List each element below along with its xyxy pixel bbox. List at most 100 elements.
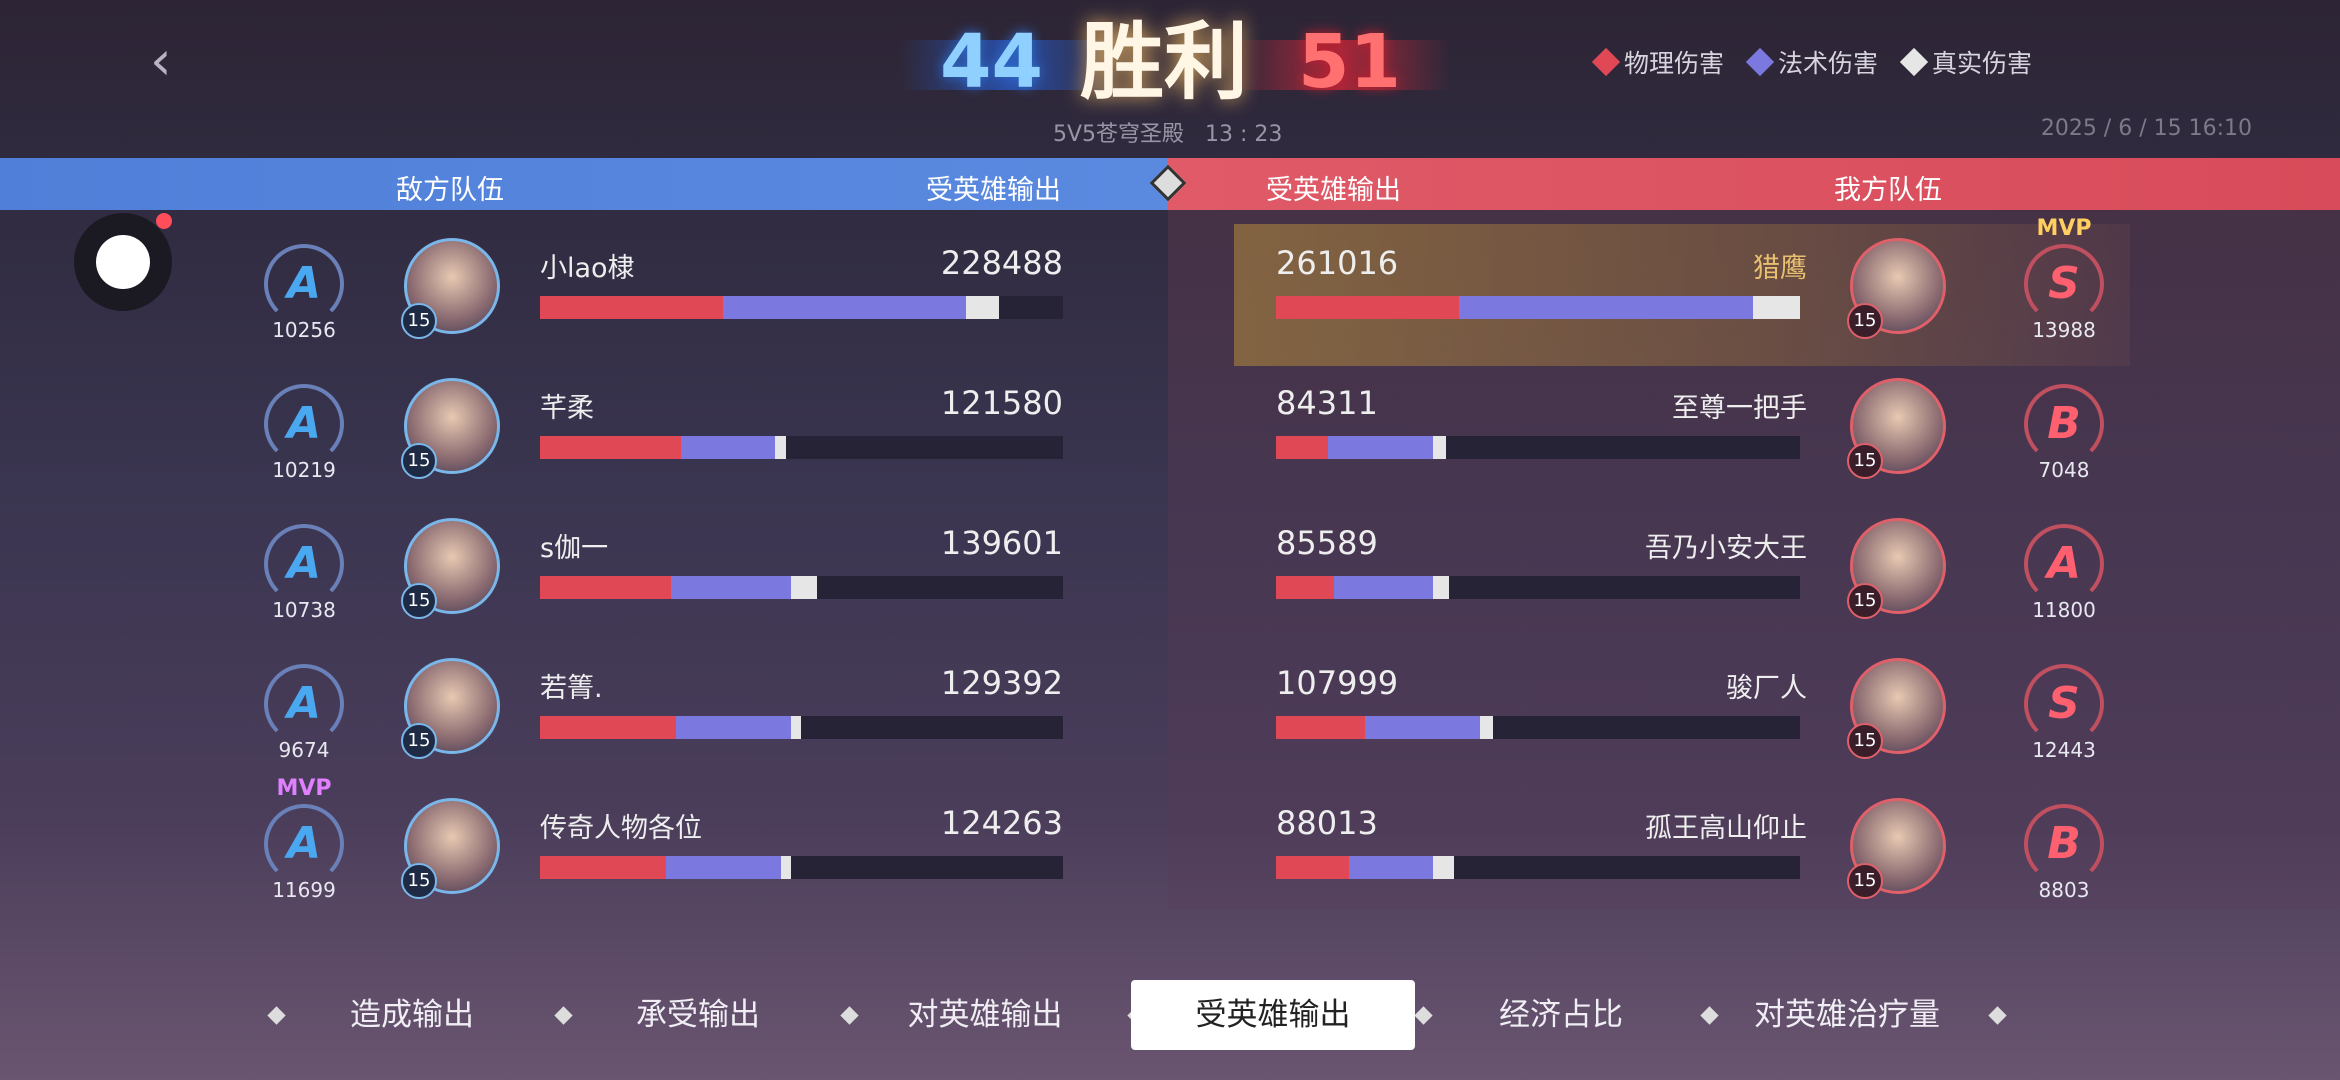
rating-badge: B 8803 — [2024, 804, 2104, 914]
true-damage-segment — [1433, 856, 1455, 879]
player-name[interactable]: s伽一 — [540, 533, 609, 564]
rating-arc — [2024, 244, 2104, 324]
tab-1[interactable]: 造成输出 — [350, 997, 474, 1033]
damage-value: 139601 — [940, 524, 1063, 562]
hero-avatar[interactable]: 15 — [1847, 658, 1946, 759]
hero-level-badge: 15 — [1847, 863, 1883, 899]
hero-avatar[interactable]: 15 — [1847, 238, 1946, 339]
damage-value: 85589 — [1276, 524, 1378, 562]
tab-4[interactable]: 受英雄输出 — [1131, 980, 1415, 1050]
rating-arc — [264, 524, 344, 604]
legend-label: 法术伤害 — [1778, 49, 1879, 78]
player-row: B 8803 15 孤王高山仰止 88013 — [0, 784, 2340, 924]
rating-score: 12443 — [2032, 738, 2096, 762]
grade-letter: A — [286, 258, 322, 309]
player-row: A 10738 15 s伽一 139601 — [0, 504, 2340, 644]
player-name[interactable]: 吾乃小安大王 — [1645, 533, 1807, 564]
magic-damage-segment — [1365, 716, 1481, 739]
damage-legend: 物理伤害 法术伤害 真实伤害 — [1591, 44, 2032, 80]
rating-score: 13988 — [2032, 318, 2096, 342]
grade-letter: A — [286, 538, 322, 589]
ally-score: 51 — [1298, 19, 1401, 105]
grade-letter: B — [2047, 398, 2081, 449]
true-damage-segment — [965, 296, 999, 319]
rating-score: 10256 — [272, 318, 336, 342]
physical-damage-segment — [1276, 856, 1350, 879]
true-damage-segment — [791, 716, 802, 739]
player-name[interactable]: 传奇人物各位 — [540, 813, 702, 844]
rating-badge: A 10738 — [264, 524, 344, 634]
true-damage-segment — [791, 576, 818, 599]
hero-avatar[interactable]: 15 — [401, 798, 500, 899]
tab-3[interactable]: 对英雄输出 — [907, 997, 1063, 1033]
hero-level-badge: 15 — [401, 583, 437, 619]
damage-value: 84311 — [1276, 384, 1378, 422]
damage-bar — [1276, 296, 1800, 319]
grade-letter: A — [2046, 538, 2082, 589]
match-result: 胜利 — [1080, 13, 1249, 111]
ally-metric-label: 受英雄输出 — [1266, 175, 1401, 206]
rating-badge: S 13988 MVP — [2024, 216, 2104, 354]
player-row: A 10219 15 芊柔 121580 — [0, 364, 2340, 504]
damage-bar — [1276, 576, 1800, 599]
stat-tabs: 造成输出 承受输出 对英雄输出 受英雄输出 经济占比 对英雄治疗量 — [250, 980, 2010, 1050]
damage-bar — [540, 436, 1063, 459]
player-name[interactable]: 孤王高山仰止 — [1645, 813, 1807, 844]
rating-badge: B 7048 — [2024, 384, 2104, 494]
mvp-badge: MVP — [2036, 216, 2092, 241]
tab-5[interactable]: 经济占比 — [1499, 997, 1623, 1033]
tab-2[interactable]: 承受输出 — [636, 997, 760, 1033]
damage-bar — [1276, 436, 1800, 459]
player-name[interactable]: 若箐. — [540, 673, 603, 704]
tab-separator-diamond-icon — [1988, 1006, 2007, 1025]
mvp-badge: MVP — [276, 776, 332, 801]
ally-team-label: 我方队伍 — [1834, 175, 1942, 206]
tab-separator-diamond-icon — [1700, 1006, 1719, 1025]
tab-separator-diamond-icon — [267, 1006, 286, 1025]
tab-separator-diamond-icon — [554, 1006, 573, 1025]
player-name[interactable]: 猎鹰 — [1753, 253, 1807, 284]
hero-avatar[interactable]: 15 — [1847, 378, 1946, 479]
rating-arc — [2024, 664, 2104, 744]
player-name[interactable]: 骏厂人 — [1726, 673, 1807, 704]
rating-arc — [2024, 524, 2104, 604]
diamond-icon — [1899, 47, 1929, 77]
hero-avatar[interactable]: 15 — [1847, 518, 1946, 619]
match-date: 2025 / 6 / 15 16:10 — [2040, 116, 2252, 141]
rating-score: 10738 — [272, 598, 336, 622]
player-name[interactable]: 至尊一把手 — [1672, 393, 1807, 424]
magic-damage-segment — [1328, 436, 1434, 459]
rating-arc — [264, 664, 344, 744]
mode-and-duration: 5V5苍穹圣殿 13 : 23 — [1053, 122, 1283, 147]
player-name[interactable]: 小lao棣 — [540, 253, 635, 284]
true-damage-segment — [1480, 716, 1494, 739]
physical-damage-segment — [540, 856, 666, 879]
grade-letter: A — [286, 398, 322, 449]
player-name[interactable]: 芊柔 — [540, 393, 594, 424]
hero-level-badge: 15 — [1847, 583, 1883, 619]
rating-score: 8803 — [2038, 878, 2090, 902]
rating-score: 9674 — [278, 738, 330, 762]
player-row: A 11800 15 吾乃小安大王 85589 — [0, 504, 2340, 644]
physical-damage-segment — [1276, 716, 1366, 739]
hero-avatar[interactable]: 15 — [1847, 798, 1946, 899]
rating-badge: A 11699 MVP — [264, 776, 344, 914]
hero-level-badge: 15 — [401, 723, 437, 759]
hero-avatar[interactable]: 15 — [401, 518, 500, 619]
hero-avatar[interactable]: 15 — [401, 658, 500, 759]
hero-avatar[interactable]: 15 — [401, 238, 500, 339]
hero-avatar[interactable]: 15 — [401, 378, 500, 479]
grade-letter: B — [2047, 818, 2081, 869]
tab-6[interactable]: 对英雄治疗量 — [1754, 997, 1940, 1033]
rating-arc — [264, 384, 344, 464]
back-button[interactable]: ‹ — [150, 34, 200, 88]
magic-damage-segment — [1333, 576, 1434, 599]
damage-bar — [540, 296, 1063, 319]
legend-label: 物理伤害 — [1624, 49, 1725, 78]
physical-damage-segment — [540, 296, 724, 319]
enemy-team-label: 敌方队伍 — [396, 175, 504, 206]
physical-damage-segment — [1276, 296, 1460, 319]
rating-score: 11800 — [2032, 598, 2096, 622]
magic-damage-segment — [670, 576, 792, 599]
floating-assist-button[interactable] — [74, 213, 172, 311]
